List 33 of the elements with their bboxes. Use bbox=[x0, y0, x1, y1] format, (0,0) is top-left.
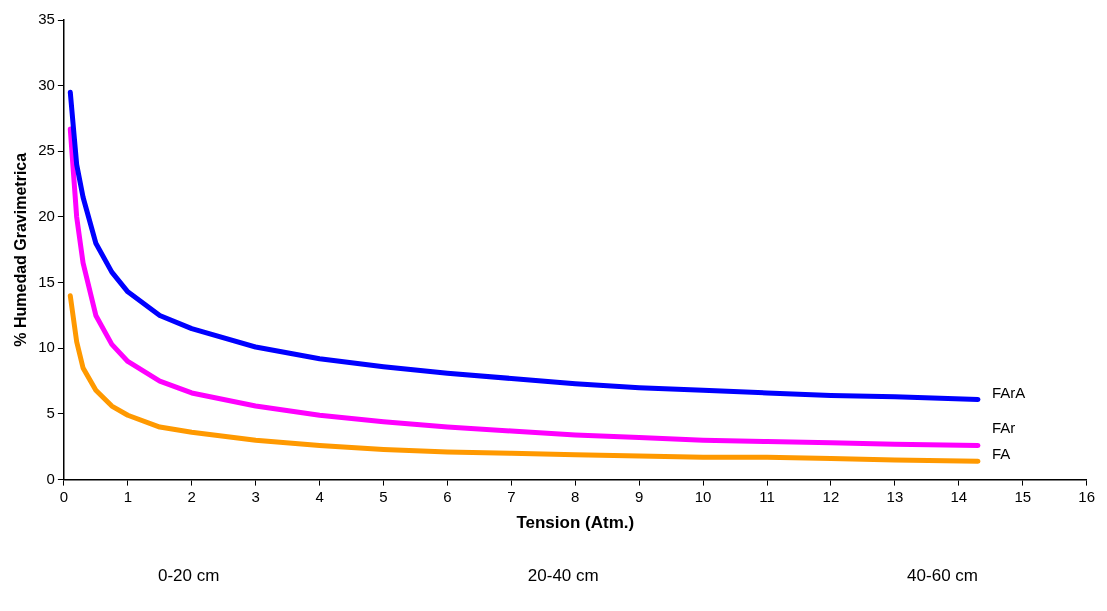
y-tick-label: 0 bbox=[46, 469, 55, 487]
y-tick-label: 10 bbox=[38, 338, 55, 356]
x-tick-label: 4 bbox=[315, 487, 324, 505]
series-label: FArA bbox=[991, 383, 1026, 401]
x-tick-label: 0 bbox=[59, 487, 69, 505]
x-tick-label: 9 bbox=[635, 487, 644, 505]
y-tick-label: 20 bbox=[38, 207, 55, 225]
x-tick-label: 1 bbox=[123, 487, 132, 505]
text: 20-40 cm bbox=[527, 566, 599, 586]
series-label: FAr bbox=[991, 419, 1016, 437]
x-tick-label: 6 bbox=[443, 487, 452, 505]
text: 40-60 cm bbox=[907, 566, 978, 586]
x-tick-label: 16 bbox=[1078, 487, 1095, 505]
x-tick-label: 2 bbox=[187, 487, 196, 505]
y-tick-label: 15 bbox=[38, 272, 55, 290]
x-tick-label: 12 bbox=[822, 487, 840, 505]
x-tick-label: 3 bbox=[251, 487, 260, 505]
y-tick-label: 5 bbox=[46, 404, 55, 422]
x-tick-label: 5 bbox=[379, 487, 388, 505]
text: 0-20 cm bbox=[158, 566, 220, 586]
y-tick-label: 25 bbox=[38, 141, 55, 159]
y-tick-label: 30 bbox=[38, 75, 55, 93]
series-label: FA bbox=[991, 445, 1011, 463]
x-tick-label: 10 bbox=[694, 487, 712, 505]
x-tick-label: 11 bbox=[759, 487, 775, 505]
y-axis-title: % Humedad Gravimetrica bbox=[12, 152, 30, 347]
x-tick-label: 15 bbox=[1014, 487, 1032, 505]
x-tick-label: 14 bbox=[950, 487, 968, 505]
x-tick-label: 7 bbox=[507, 487, 516, 505]
y-tick-label: 35 bbox=[38, 10, 55, 28]
x-tick-label: 8 bbox=[571, 487, 580, 505]
x-tick-label: 13 bbox=[886, 487, 904, 505]
x-axis-title: Tension (Atm.) bbox=[516, 513, 635, 533]
